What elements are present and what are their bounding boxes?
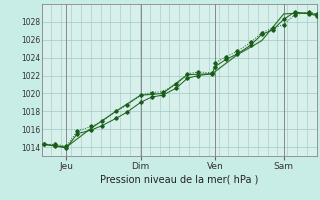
X-axis label: Pression niveau de la mer( hPa ): Pression niveau de la mer( hPa ) bbox=[100, 175, 258, 185]
